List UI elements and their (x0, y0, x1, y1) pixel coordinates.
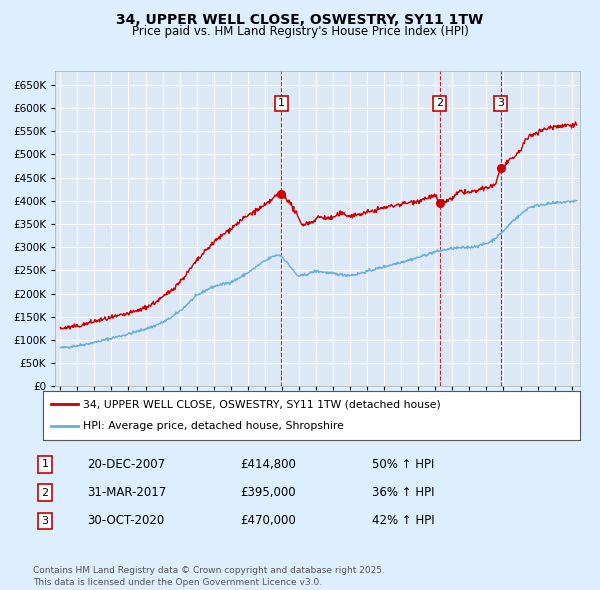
Text: 30-OCT-2020: 30-OCT-2020 (87, 514, 164, 527)
Text: £395,000: £395,000 (240, 486, 296, 499)
Text: Contains HM Land Registry data © Crown copyright and database right 2025.
This d: Contains HM Land Registry data © Crown c… (33, 566, 385, 587)
Text: HPI: Average price, detached house, Shropshire: HPI: Average price, detached house, Shro… (83, 421, 344, 431)
Text: £470,000: £470,000 (240, 514, 296, 527)
Text: 31-MAR-2017: 31-MAR-2017 (87, 486, 166, 499)
Text: 1: 1 (278, 99, 285, 109)
Text: 34, UPPER WELL CLOSE, OSWESTRY, SY11 1TW (detached house): 34, UPPER WELL CLOSE, OSWESTRY, SY11 1TW… (83, 399, 441, 409)
Text: Price paid vs. HM Land Registry's House Price Index (HPI): Price paid vs. HM Land Registry's House … (131, 25, 469, 38)
Text: 3: 3 (497, 99, 504, 109)
Text: £414,800: £414,800 (240, 458, 296, 471)
Text: 36% ↑ HPI: 36% ↑ HPI (372, 486, 434, 499)
Text: 42% ↑ HPI: 42% ↑ HPI (372, 514, 434, 527)
Text: 1: 1 (41, 460, 49, 469)
Text: 2: 2 (436, 99, 443, 109)
Text: 50% ↑ HPI: 50% ↑ HPI (372, 458, 434, 471)
Text: 3: 3 (41, 516, 49, 526)
Text: 2: 2 (41, 488, 49, 497)
Text: 34, UPPER WELL CLOSE, OSWESTRY, SY11 1TW: 34, UPPER WELL CLOSE, OSWESTRY, SY11 1TW (116, 13, 484, 27)
Text: 20-DEC-2007: 20-DEC-2007 (87, 458, 165, 471)
